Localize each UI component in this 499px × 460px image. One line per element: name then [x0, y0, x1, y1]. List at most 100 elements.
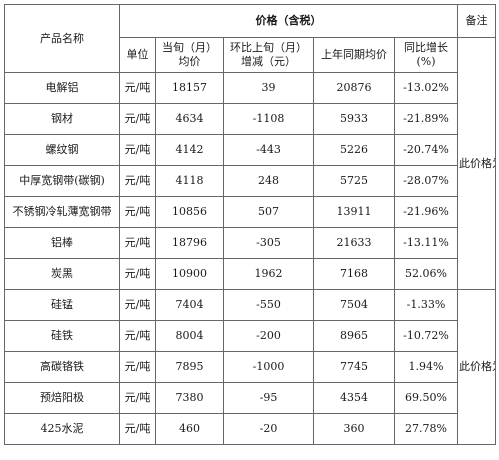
cell-yoy-growth: 1.94%	[393, 351, 459, 383]
header-current-avg-line2: 均价	[178, 55, 201, 68]
cell-product-name: 预焙阳极	[4, 382, 120, 414]
cell-yoy-growth: -1.33%	[393, 289, 459, 321]
cell-product-name: 中厚宽钢带(碳钢)	[4, 165, 120, 197]
cell-current-avg: 4118	[155, 165, 224, 197]
cell-mom-change: -1000	[223, 351, 314, 383]
header-row-group: 产品名称 价格（含税） 备注	[4, 4, 497, 73]
cell-yoy-growth: -21.96%	[393, 196, 459, 228]
cell-current-avg: 7380	[155, 382, 224, 414]
cell-yoy-growth: 52.06%	[393, 258, 459, 290]
cell-current-avg: 460	[155, 413, 224, 445]
note-ten-day-average: 此价格为旬均价	[457, 37, 497, 290]
cell-product-name: 硅铁	[4, 320, 120, 352]
cell-mom-change: -305	[223, 227, 314, 259]
cell-current-avg: 18796	[155, 227, 224, 259]
cell-current-avg: 10856	[155, 196, 224, 228]
cell-unit: 元/吨	[119, 72, 156, 104]
cell-product-name: 电解铝	[4, 72, 120, 104]
header-remarks: 备注	[457, 4, 497, 38]
cell-product-name: 硅锰	[4, 289, 120, 321]
header-current-avg-line1: 当旬（月）	[162, 41, 217, 54]
header-price-group: 价格（含税）	[118, 4, 459, 38]
table-row: 不锈钢冷轧薄宽钢带 元/吨 10856 507 13911 -21.96%	[4, 196, 496, 228]
cell-mom-change: -200	[223, 320, 314, 352]
cell-unit: 元/吨	[119, 134, 156, 166]
cell-yoy-growth: -13.11%	[393, 227, 459, 259]
cell-unit: 元/吨	[119, 351, 156, 383]
cell-yoy-growth: -28.07%	[393, 165, 459, 197]
table-row: 预焙阳极 元/吨 7380 -95 4354 69.50%	[4, 382, 496, 414]
cell-last-year-avg: 360	[313, 413, 395, 445]
cell-last-year-avg: 21633	[313, 227, 395, 259]
header-last-year-avg: 上年同期均价	[313, 37, 395, 73]
cell-last-year-avg: 5725	[313, 165, 395, 197]
table-row: 螺纹钢 元/吨 4142 -443 5226 -20.74%	[4, 134, 496, 166]
cell-mom-change: -550	[223, 289, 314, 321]
price-table: 产品名称 价格（含税） 备注 单位 当旬（月） 均价 环比上旬（月） 增减（元）…	[4, 4, 497, 445]
cell-last-year-avg: 20876	[313, 72, 395, 104]
header-yoy-growth-line2: (%)	[416, 55, 436, 68]
header-mom-change-line1: 环比上旬（月）	[230, 41, 307, 54]
cell-mom-change: 507	[223, 196, 314, 228]
table-row: 425水泥 元/吨 460 -20 360 27.78%	[4, 413, 496, 445]
cell-unit: 元/吨	[119, 289, 156, 321]
header-current-avg: 当旬（月） 均价	[155, 37, 224, 73]
table-row: 中厚宽钢带(碳钢) 元/吨 4118 248 5725 -28.07%	[4, 165, 496, 197]
cell-mom-change: -1108	[223, 103, 314, 135]
cell-current-avg: 7895	[155, 351, 224, 383]
cell-yoy-growth: -10.72%	[393, 320, 459, 352]
cell-product-name: 炭黑	[4, 258, 120, 290]
table-row: 硅铁 元/吨 8004 -200 8965 -10.72%	[4, 320, 496, 352]
cell-last-year-avg: 5226	[313, 134, 395, 166]
header-yoy-growth-line1: 同比增长	[404, 41, 448, 54]
cell-mom-change: 1962	[223, 258, 314, 290]
cell-current-avg: 8004	[155, 320, 224, 352]
cell-unit: 元/吨	[119, 196, 156, 228]
cell-current-avg: 4634	[155, 103, 224, 135]
cell-yoy-growth: 69.50%	[393, 382, 459, 414]
cell-last-year-avg: 8965	[313, 320, 395, 352]
header-product-name: 产品名称	[4, 4, 120, 73]
cell-yoy-growth: -21.89%	[393, 103, 459, 135]
cell-unit: 元/吨	[119, 103, 156, 135]
cell-last-year-avg: 5933	[313, 103, 395, 135]
table-row: 电解铝 元/吨 18157 39 20876 -13.02%	[4, 72, 496, 104]
cell-yoy-growth: 27.78%	[393, 413, 459, 445]
cell-product-name: 425水泥	[4, 413, 120, 445]
cell-unit: 元/吨	[119, 413, 156, 445]
cell-mom-change: 39	[223, 72, 314, 104]
cell-last-year-avg: 4354	[313, 382, 395, 414]
table-row: 铝棒 元/吨 18796 -305 21633 -13.11%	[4, 227, 496, 259]
cell-unit: 元/吨	[119, 382, 156, 414]
cell-product-name: 高碳铬铁	[4, 351, 120, 383]
cell-product-name: 钢材	[4, 103, 120, 135]
cell-mom-change: -95	[223, 382, 314, 414]
cell-unit: 元/吨	[119, 320, 156, 352]
table-row: 高碳铬铁 元/吨 7895 -1000 7745 1.94%	[4, 351, 496, 383]
cell-last-year-avg: 7168	[313, 258, 395, 290]
table-row: 钢材 元/吨 4634 -1108 5933 -21.89%	[4, 103, 496, 135]
cell-unit: 元/吨	[119, 165, 156, 197]
cell-mom-change: -20	[223, 413, 314, 445]
cell-last-year-avg: 13911	[313, 196, 395, 228]
cell-mom-change: 248	[223, 165, 314, 197]
cell-product-name: 螺纹钢	[4, 134, 120, 166]
header-mom-change-line2: 增减（元）	[241, 55, 296, 68]
cell-product-name: 铝棒	[4, 227, 120, 259]
cell-product-name: 不锈钢冷轧薄宽钢带	[4, 196, 120, 228]
header-mom-change: 环比上旬（月） 增减（元）	[223, 37, 314, 73]
header-row-columns: 单位 当旬（月） 均价 环比上旬（月） 增减（元） 上年同期均价 同比增长 (%…	[5, 37, 497, 290]
header-yoy-growth: 同比增长 (%)	[393, 37, 459, 73]
cell-yoy-growth: -20.74%	[393, 134, 459, 166]
cell-last-year-avg: 7745	[313, 351, 395, 383]
cell-current-avg: 7404	[155, 289, 224, 321]
note-monthly-average: 此价格为月均价	[457, 289, 497, 445]
cell-last-year-avg: 7504	[313, 289, 395, 321]
cell-unit: 元/吨	[119, 258, 156, 290]
table-row: 炭黑 元/吨 10900 1962 7168 52.06%	[4, 258, 496, 290]
cell-unit: 元/吨	[119, 227, 156, 259]
cell-current-avg: 18157	[155, 72, 224, 104]
cell-mom-change: -443	[223, 134, 314, 166]
header-unit: 单位	[119, 37, 156, 73]
